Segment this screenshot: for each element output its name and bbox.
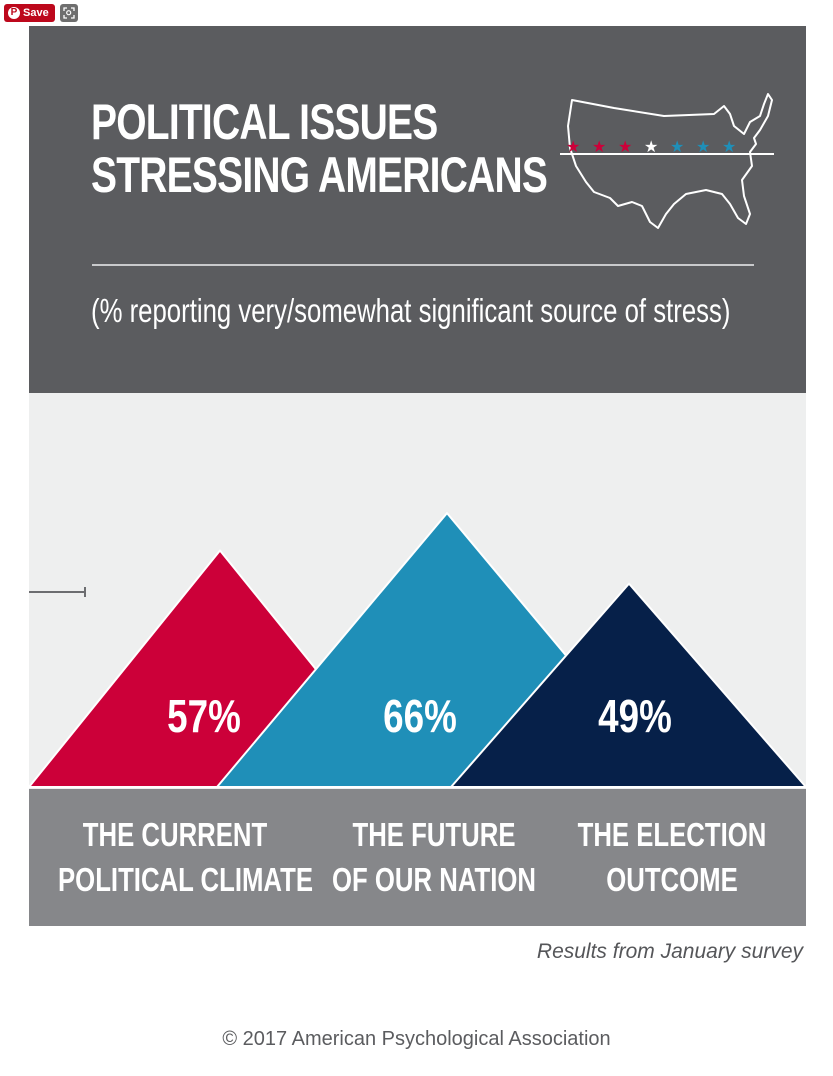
svg-text:★: ★	[696, 137, 710, 156]
category-label-3: THE ELECTION OUTCOME	[522, 812, 822, 902]
visual-search-icon	[63, 7, 75, 19]
svg-text:★: ★	[592, 137, 606, 156]
value-label-3: 49%	[598, 690, 672, 742]
category-label-line: THE ELECTION	[577, 816, 767, 853]
subtitle: (% reporting very/somewhat significant s…	[91, 292, 731, 329]
category-label-line: THE CURRENT	[82, 816, 268, 853]
page-title: POLITICAL ISSUES STRESSING AMERICANS	[91, 94, 548, 203]
header-panel: POLITICAL ISSUES STRESSING AMERICANS ★ ★…	[29, 26, 806, 393]
svg-text:★: ★	[722, 137, 736, 156]
category-label-line: OUTCOME	[606, 861, 738, 898]
svg-text:★: ★	[618, 137, 632, 156]
svg-text:★: ★	[566, 137, 580, 156]
value-label-2: 66%	[383, 690, 457, 742]
save-button[interactable]: P Save	[4, 4, 55, 22]
header-divider	[92, 264, 754, 266]
svg-text:★: ★	[644, 137, 658, 156]
source-note: Results from January survey	[536, 940, 803, 963]
title-line-1: POLITICAL ISSUES	[91, 94, 438, 150]
category-label-line: POLITICAL CLIMATE	[58, 861, 314, 898]
svg-text:★: ★	[670, 137, 684, 156]
save-label: Save	[23, 7, 49, 19]
pinterest-icon: P	[8, 7, 20, 19]
title-line-2: STRESSING AMERICANS	[91, 147, 548, 203]
category-label-band	[29, 789, 806, 926]
category-label-1: THE CURRENT POLITICAL CLIMATE	[25, 812, 325, 902]
triangle-mark-3	[450, 582, 807, 788]
copyright: © 2017 American Psychological Associatio…	[222, 1028, 611, 1050]
category-label-line: THE FUTURE	[352, 816, 516, 853]
category-label-line: OF OUR NATION	[331, 861, 536, 898]
us-map-stars-icon: ★ ★ ★ ★ ★ ★ ★	[560, 93, 774, 229]
value-label-1: 57%	[167, 690, 241, 742]
visual-search-button[interactable]	[60, 4, 78, 22]
category-label-2: THE FUTURE OF OUR NATION	[284, 812, 584, 902]
